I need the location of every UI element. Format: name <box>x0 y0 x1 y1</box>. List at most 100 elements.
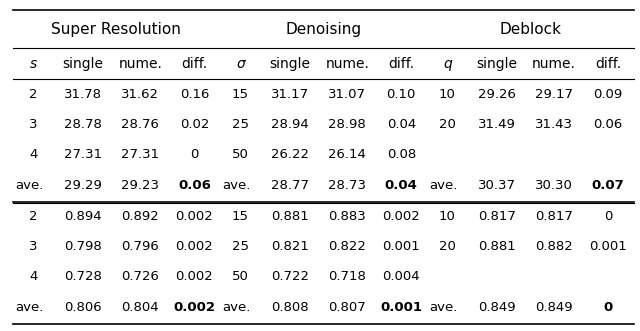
Text: 0.807: 0.807 <box>328 302 366 314</box>
Text: 3: 3 <box>29 118 38 131</box>
Text: 0.002: 0.002 <box>175 270 213 283</box>
Text: ave.: ave. <box>429 302 458 314</box>
Text: 27.31: 27.31 <box>64 148 102 161</box>
Text: 0.04: 0.04 <box>387 118 416 131</box>
Text: Super Resolution: Super Resolution <box>51 22 181 37</box>
Text: 15: 15 <box>232 88 249 101</box>
Text: 0.882: 0.882 <box>535 240 573 253</box>
Text: 0.06: 0.06 <box>178 179 211 192</box>
Text: 0.817: 0.817 <box>478 210 516 223</box>
Text: 30.37: 30.37 <box>478 179 516 192</box>
Text: 28.73: 28.73 <box>328 179 366 192</box>
Text: 0.10: 0.10 <box>387 88 416 101</box>
Text: 0.728: 0.728 <box>64 270 102 283</box>
Text: ave.: ave. <box>222 179 251 192</box>
Text: σ: σ <box>236 57 245 71</box>
Text: 3: 3 <box>29 240 38 253</box>
Text: 0.821: 0.821 <box>271 240 309 253</box>
Text: 2: 2 <box>29 88 38 101</box>
Text: 0.07: 0.07 <box>592 179 625 192</box>
Text: 0.09: 0.09 <box>593 88 623 101</box>
Text: diff.: diff. <box>388 57 414 71</box>
Text: 0: 0 <box>190 148 198 161</box>
Text: nume.: nume. <box>532 57 576 71</box>
Text: 0.881: 0.881 <box>478 240 516 253</box>
Text: 31.62: 31.62 <box>122 88 159 101</box>
Text: 0.718: 0.718 <box>328 270 366 283</box>
Text: 0.726: 0.726 <box>122 270 159 283</box>
Text: 20: 20 <box>439 240 456 253</box>
Text: 0.002: 0.002 <box>382 210 420 223</box>
Text: 31.17: 31.17 <box>271 88 309 101</box>
Text: 0.02: 0.02 <box>180 118 209 131</box>
Text: 4: 4 <box>29 148 38 161</box>
Text: nume.: nume. <box>325 57 369 71</box>
Text: 0.849: 0.849 <box>535 302 573 314</box>
Text: 27.31: 27.31 <box>121 148 159 161</box>
Text: ave.: ave. <box>429 179 458 192</box>
Text: single: single <box>269 57 310 71</box>
Text: diff.: diff. <box>181 57 207 71</box>
Text: Denoising: Denoising <box>285 22 361 37</box>
Text: 28.98: 28.98 <box>328 118 366 131</box>
Text: 10: 10 <box>439 88 456 101</box>
Text: diff.: diff. <box>595 57 621 71</box>
Text: 0.08: 0.08 <box>387 148 416 161</box>
Text: 26.22: 26.22 <box>271 148 309 161</box>
Text: q: q <box>443 57 452 71</box>
Text: s: s <box>30 57 37 71</box>
Text: 0.796: 0.796 <box>122 240 159 253</box>
Text: 0.883: 0.883 <box>328 210 366 223</box>
Text: 0.808: 0.808 <box>271 302 308 314</box>
Text: 29.26: 29.26 <box>478 88 516 101</box>
Text: 0: 0 <box>604 302 613 314</box>
Text: 0.001: 0.001 <box>380 302 422 314</box>
Text: 28.77: 28.77 <box>271 179 309 192</box>
Text: 30.30: 30.30 <box>535 179 573 192</box>
Text: 26.14: 26.14 <box>328 148 366 161</box>
Text: 20: 20 <box>439 118 456 131</box>
Text: 0.16: 0.16 <box>180 88 209 101</box>
Text: 31.07: 31.07 <box>328 88 366 101</box>
Text: 0.806: 0.806 <box>64 302 102 314</box>
Text: single: single <box>476 57 517 71</box>
Text: 0.798: 0.798 <box>64 240 102 253</box>
Text: 2: 2 <box>29 210 38 223</box>
Text: ave.: ave. <box>222 302 251 314</box>
Text: 29.23: 29.23 <box>122 179 159 192</box>
Text: 0.001: 0.001 <box>589 240 627 253</box>
Text: 31.43: 31.43 <box>535 118 573 131</box>
Text: 0.002: 0.002 <box>175 210 213 223</box>
Text: 4: 4 <box>29 270 38 283</box>
Text: 0.894: 0.894 <box>64 210 102 223</box>
Text: ave.: ave. <box>15 179 44 192</box>
Text: 10: 10 <box>439 210 456 223</box>
Text: 25: 25 <box>232 240 249 253</box>
Text: 15: 15 <box>232 210 249 223</box>
Text: 0.892: 0.892 <box>122 210 159 223</box>
Text: 25: 25 <box>232 118 249 131</box>
Text: 28.94: 28.94 <box>271 118 309 131</box>
Text: 0.849: 0.849 <box>478 302 516 314</box>
Text: 0.001: 0.001 <box>382 240 420 253</box>
Text: 0.822: 0.822 <box>328 240 366 253</box>
Text: 0.002: 0.002 <box>175 240 213 253</box>
Text: 0.04: 0.04 <box>385 179 418 192</box>
Text: 28.78: 28.78 <box>64 118 102 131</box>
Text: 0.881: 0.881 <box>271 210 309 223</box>
Text: 31.78: 31.78 <box>64 88 102 101</box>
Text: Deblock: Deblock <box>499 22 561 37</box>
Text: 0.722: 0.722 <box>271 270 309 283</box>
Text: 0.004: 0.004 <box>383 270 420 283</box>
Text: 0.06: 0.06 <box>593 118 623 131</box>
Text: nume.: nume. <box>118 57 162 71</box>
Text: 29.29: 29.29 <box>64 179 102 192</box>
Text: 31.49: 31.49 <box>478 118 516 131</box>
Text: 50: 50 <box>232 270 249 283</box>
Text: 0.804: 0.804 <box>122 302 159 314</box>
Text: 28.76: 28.76 <box>122 118 159 131</box>
Text: 0: 0 <box>604 210 612 223</box>
Text: 0.002: 0.002 <box>173 302 215 314</box>
Text: single: single <box>63 57 104 71</box>
Text: 50: 50 <box>232 148 249 161</box>
